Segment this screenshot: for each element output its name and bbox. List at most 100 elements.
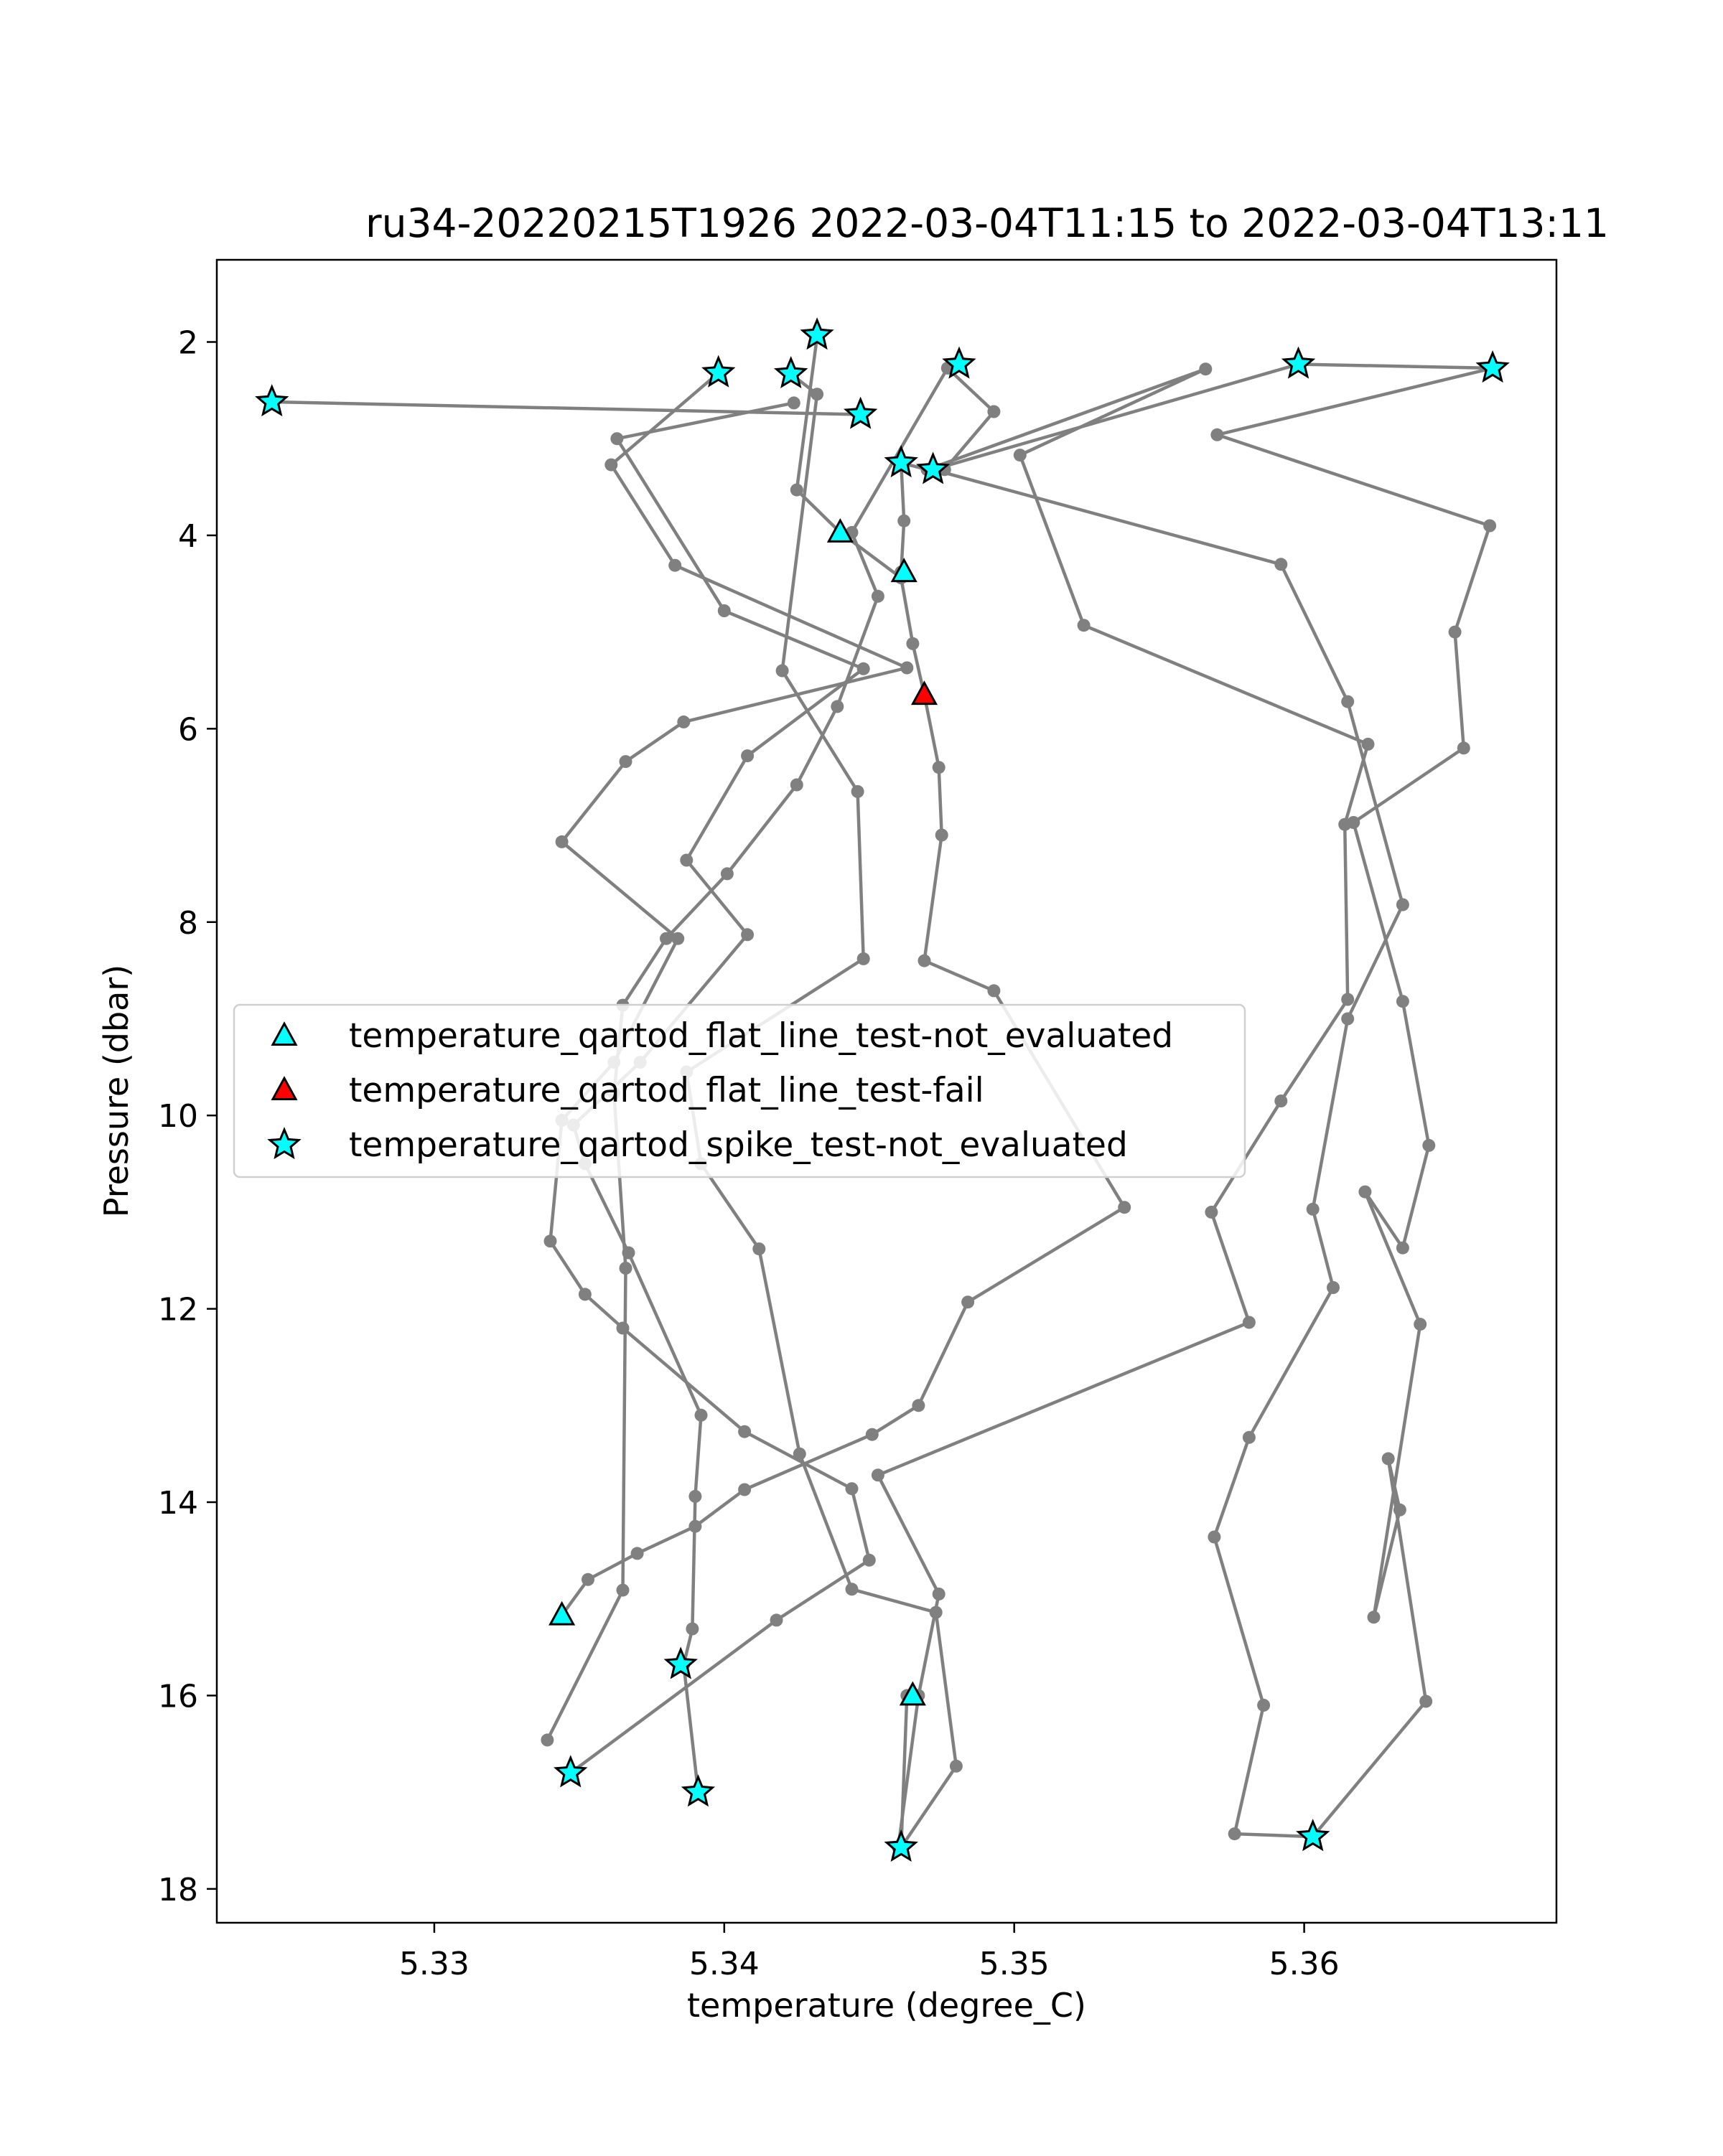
spike-flag-star-14 [884,1829,918,1862]
profile-5-point-10 [871,589,884,603]
profile-7-point-3 [1257,1698,1271,1712]
profile-4-point-5 [738,1483,752,1496]
profile-4-point-18 [790,483,803,497]
profile-5-point-2 [616,1583,630,1597]
y-tick-label-3: 6 [178,711,198,748]
profile-1-point-12 [555,835,569,848]
y-tick-label-2: 4 [178,518,198,555]
plot-frame [215,258,1558,1924]
profile-2-point-5 [694,1408,708,1422]
profile-3-point-5 [845,1583,859,1596]
profile-7-point-24 [1414,1318,1427,1331]
profile-4-point-4 [688,1519,702,1533]
profile-4-point-11 [917,954,931,967]
profile-5-point-6 [660,932,673,945]
profile-1-point-16 [668,558,682,572]
profile-6-point-10 [1361,737,1375,751]
legend-label-1: temperature_qartod_flat_line_test-not_ev… [349,1016,1173,1056]
flat-line-not-evaluated-triangle-2 [890,558,917,583]
profile-1-point-13 [619,755,632,769]
profile-5-point-1 [541,1733,554,1747]
profile-6-point-5 [1242,1316,1256,1329]
profile-4-point-13 [932,761,945,774]
profile-5-point-3 [619,1262,632,1275]
x-tick-label-3: 5.35 [979,1946,1050,1982]
legend-label-2: temperature_qartod_flat_line_test-fail [349,1071,984,1110]
profile-line-3 [685,372,958,1850]
profile-1-point-17 [604,458,618,472]
y-tick-label-6: 12 [158,1292,198,1328]
profile-7-point-4 [1208,1530,1221,1544]
profile-6-point-12 [1013,449,1027,462]
legend-marker-2 [271,1076,298,1100]
profile-3-point-6 [793,1447,806,1461]
profile-7-point-22 [1396,1241,1409,1255]
profile-7-point-7 [1306,1202,1320,1216]
flat-line-not-evaluated-triangle-4 [899,1681,926,1706]
profile-1-point-3 [862,1553,876,1567]
profile-7-point-26 [1393,1503,1406,1517]
profile-1-point-4 [845,1482,859,1496]
y-tick-label-8: 16 [158,1678,198,1715]
profile-5-point-8 [790,778,803,792]
profile-7-point-16 [1483,519,1497,533]
flat-line-not-evaluated-triangle-3 [548,1600,576,1626]
profile-3-point-10 [856,952,870,965]
spike-flag-star-3 [773,356,808,389]
profile-7-point-25 [1367,1611,1381,1624]
spike-flag-star-10 [1475,350,1510,383]
profile-5-point-9 [831,700,844,713]
profile-7-point-5 [1242,1430,1256,1444]
profile-1-point-6 [616,1321,630,1335]
profile-6-point-8 [1341,993,1355,1006]
profile-line-5 [546,366,996,1741]
profile-4-point-10 [987,984,1001,998]
profile-4-point-9 [1118,1201,1131,1214]
profile-2-point-15 [610,432,624,446]
spike-flag-star-11 [663,1646,698,1679]
spike-flag-star-4 [800,317,834,350]
profile-7-point-10 [1341,695,1355,708]
profile-7-point-20 [1396,995,1409,1008]
profile-1-point-8 [543,1234,557,1248]
profile-1-point-5 [738,1425,752,1438]
profile-3-point-11 [851,784,864,798]
profile-4-point-12 [935,828,948,842]
profile-6-point-4 [871,1468,884,1482]
spike-flag-star-8 [942,346,976,379]
profile-7-point-15 [1210,428,1224,441]
profile-4-point-6 [865,1428,879,1441]
profile-2-point-10 [741,928,755,942]
axis-ticks-layer: 5.33 5.34 5.35 5.36 2 4 6 8 10 12 14 16 18 [158,325,1340,1982]
profile-2-point-4 [688,1489,702,1503]
x-tick-label-1: 5.33 [399,1946,470,1982]
profile-1-point-15 [900,661,914,675]
y-axis-label: Pressure (dbar) [97,965,136,1217]
spike-flag-star-9 [1281,346,1316,379]
profile-4-point-7 [912,1399,925,1412]
profile-5-point-7 [720,867,734,881]
profile-7-point-19 [1347,816,1360,829]
spike-flag-star-6 [884,445,918,478]
profile-7-point-23 [1358,1185,1372,1199]
profile-4-point-2 [582,1573,594,1586]
spike-flag-star-2 [701,355,736,388]
profile-7-point-18 [1457,741,1470,755]
legend-marker-1 [271,1021,298,1046]
profile-6-point-7 [1274,1095,1288,1107]
profile-2-point-16 [787,396,800,410]
profile-1-point-14 [677,715,691,728]
profile-7-point-21 [1422,1138,1436,1152]
plot-data-layer [255,317,1510,1862]
spike-flag-star-1 [255,384,289,417]
profile-7-point-27 [1381,1452,1395,1466]
x-tick-label-4: 5.36 [1269,1946,1340,1982]
profile-2-point-11 [680,853,694,867]
profile-6-point-13 [1199,362,1213,376]
chart-legend: temperature_qartod_flat_line_test-not_ev… [233,1003,1246,1178]
profile-4-point-8 [961,1295,975,1309]
profile-2-point-12 [741,749,755,763]
legend-marker-3 [267,1127,302,1160]
profile-2-point-3 [686,1622,699,1636]
